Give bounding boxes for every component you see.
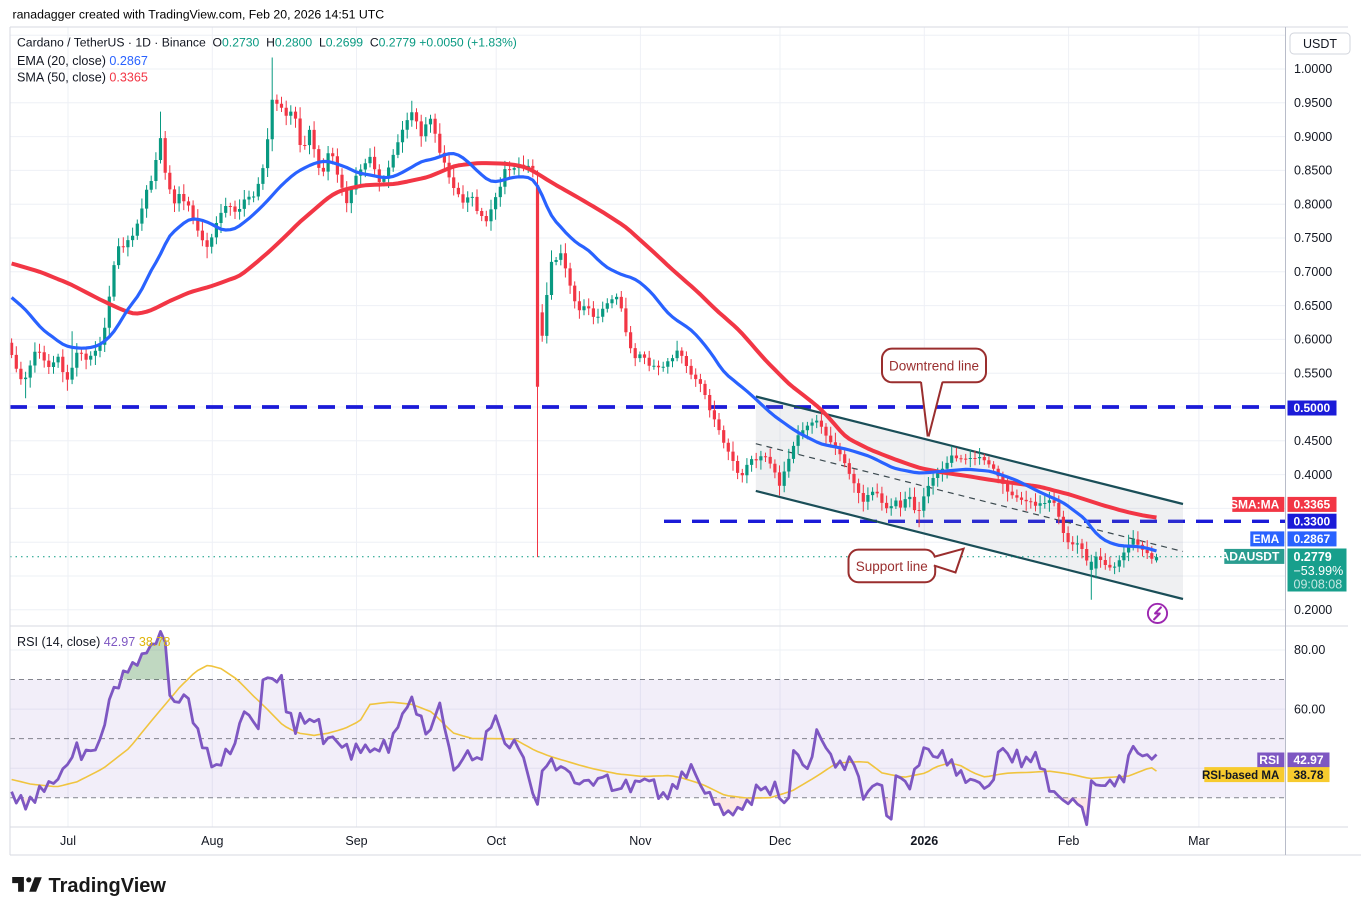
svg-text:SMA:MA: SMA:MA [1230,498,1280,512]
svg-text:2026: 2026 [910,834,938,848]
svg-text:Dec: Dec [769,834,791,848]
svg-text:0.9000: 0.9000 [1294,130,1332,144]
svg-text:0.2867: 0.2867 [1294,532,1331,546]
svg-text:0.6500: 0.6500 [1294,299,1332,313]
svg-text:Jul: Jul [60,834,76,848]
svg-text:EMA: EMA [1253,532,1280,546]
svg-text:Mar: Mar [1188,834,1210,848]
svg-text:0.4000: 0.4000 [1294,468,1332,482]
svg-text:USDT: USDT [1303,37,1337,51]
svg-text:0.4500: 0.4500 [1294,434,1332,448]
svg-text:42.97: 42.97 [1294,753,1324,767]
svg-text:RSI-based MA: RSI-based MA [1202,770,1279,782]
svg-text:60.00: 60.00 [1294,702,1325,716]
svg-text:Cardano / TetherUS · 1D · Bina: Cardano / TetherUS · 1D · Binance O0.273… [17,36,517,50]
svg-text:09:08:08: 09:08:08 [1294,578,1343,592]
svg-text:Nov: Nov [629,834,652,848]
svg-text:0.7500: 0.7500 [1294,231,1332,245]
svg-text:0.6000: 0.6000 [1294,333,1332,347]
svg-text:Support line: Support line [856,559,928,574]
svg-text:Downtrend line: Downtrend line [889,359,979,374]
svg-text:Sep: Sep [345,834,367,848]
svg-text:Aug: Aug [201,834,223,848]
svg-text:0.3300: 0.3300 [1294,514,1331,528]
svg-text:0.2000: 0.2000 [1294,603,1332,617]
svg-text:38.78: 38.78 [1294,768,1324,782]
svg-text:EMA (20, close) 0.2867: EMA (20, close) 0.2867 [17,54,148,68]
svg-text:ADAUSDT: ADAUSDT [1221,550,1280,564]
svg-text:80.00: 80.00 [1294,643,1325,657]
svg-text:TradingView: TradingView [49,875,167,897]
svg-text:1.0000: 1.0000 [1294,62,1332,76]
svg-text:0.3365: 0.3365 [1294,498,1331,512]
svg-text:0.9500: 0.9500 [1294,96,1332,110]
svg-text:0.8500: 0.8500 [1294,164,1332,178]
svg-text:0.5500: 0.5500 [1294,366,1332,380]
svg-text:RSI (14, close) 42.97 38.78: RSI (14, close) 42.97 38.78 [17,635,170,649]
svg-text:0.5000: 0.5000 [1294,401,1331,415]
svg-text:Feb: Feb [1058,834,1080,848]
svg-text:−53.99%: −53.99% [1294,564,1344,578]
svg-text:Oct: Oct [486,834,506,848]
svg-text:ranadagger created with Tradin: ranadagger created with TradingView.com,… [13,8,385,22]
svg-text:0.8000: 0.8000 [1294,197,1332,211]
svg-text:RSI: RSI [1259,753,1279,767]
svg-text:0.2779: 0.2779 [1294,550,1332,564]
svg-text:SMA (50, close) 0.3365: SMA (50, close) 0.3365 [17,71,148,85]
svg-text:0.7000: 0.7000 [1294,265,1332,279]
